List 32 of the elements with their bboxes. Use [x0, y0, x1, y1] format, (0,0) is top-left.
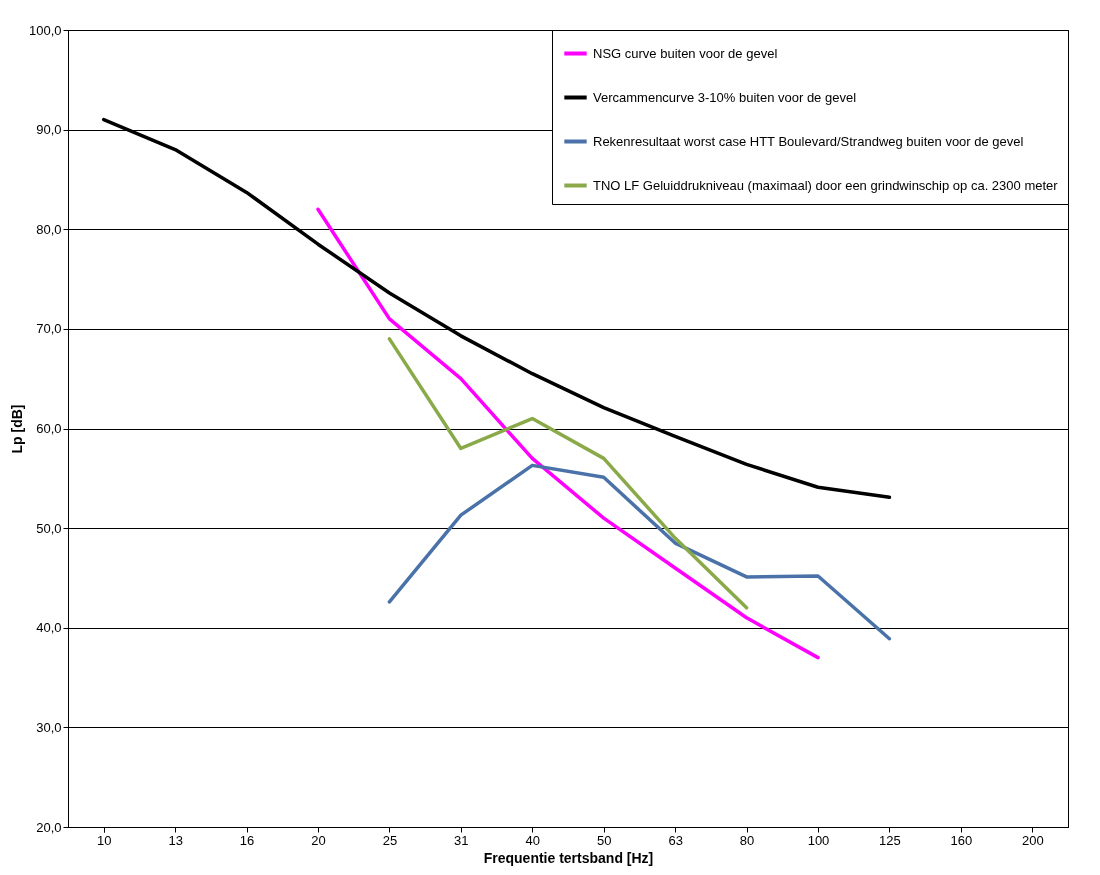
y-tick-label: 20,0 — [36, 819, 62, 835]
y-tick-label: 100,0 — [28, 22, 62, 38]
x-tick-label: 125 — [879, 832, 901, 848]
y-tick-label: 50,0 — [36, 520, 62, 536]
x-tick-label: 10 — [96, 832, 112, 848]
x-tick-label: 63 — [668, 832, 683, 848]
y-tick-label: 40,0 — [36, 620, 62, 636]
x-tick-label: 40 — [525, 832, 541, 848]
line-series — [387, 337, 749, 610]
x-tick-label: 20 — [311, 832, 326, 848]
x-tick-label: 31 — [454, 832, 469, 848]
y-tick-label: 30,0 — [36, 719, 62, 735]
legend-label: Rekenresultaat worst case HTT Boulevard/Strandweg buiten voor de gevel — [593, 133, 1024, 149]
legend-label: Vercammencurve 3-10% buiten voor de gevel — [593, 89, 857, 105]
x-axis-title: Frequentie tertsband [Hz] — [483, 849, 654, 866]
x-tick-label: 160 — [950, 832, 973, 848]
y-tick-label: 70,0 — [36, 321, 62, 337]
x-tick-label: 25 — [382, 832, 398, 848]
y-tick-label: 80,0 — [36, 221, 62, 237]
x-tick-label: 80 — [739, 832, 755, 848]
line-series — [316, 207, 820, 660]
legend-label: TNO LF Geluiddrukniveau (maximaal) door een grindwinschip op ca. 2300 meter — [593, 177, 1059, 193]
line-series — [387, 463, 892, 641]
x-tick-label: 13 — [168, 832, 183, 848]
x-tick-label: 100 — [807, 832, 830, 848]
y-axis-title: Lp [dB] — [8, 404, 25, 454]
x-tick-label: 200 — [1021, 832, 1044, 848]
x-tick-label: 16 — [239, 832, 255, 848]
x-tick-label: 50 — [596, 832, 612, 848]
y-tick-label: 60,0 — [36, 421, 62, 436]
y-tick-label: 90,0 — [36, 122, 62, 138]
legend-label: NSG curve buiten voor de gevel — [593, 45, 778, 61]
